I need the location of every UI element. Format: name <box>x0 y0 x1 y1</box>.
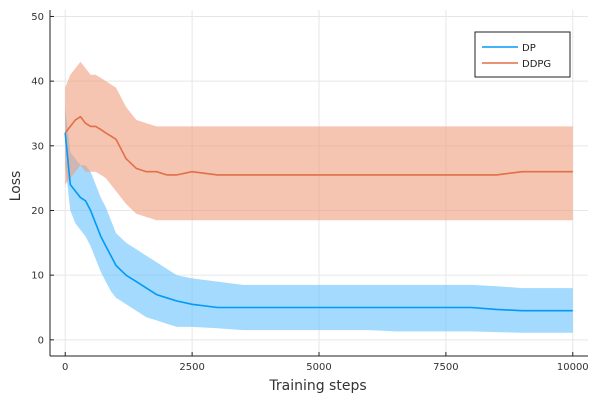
y-tick-label-3: 30 <box>31 141 44 152</box>
y-tick-label-0: 0 <box>38 335 44 346</box>
legend-label-ddpg: DDPG <box>522 59 551 70</box>
x-tick-label-0: 0 <box>62 362 68 373</box>
x-axis-title: Training steps <box>268 378 366 394</box>
x-tick-label-4: 10000 <box>557 362 589 373</box>
y-tick-label-5: 50 <box>31 12 44 23</box>
x-tick-label-3: 7500 <box>433 362 458 373</box>
legend-box <box>474 31 571 78</box>
x-tick-label-2: 5000 <box>306 362 331 373</box>
x-tick-label-1: 2500 <box>179 362 204 373</box>
y-tick-label-2: 20 <box>31 206 44 217</box>
y-tick-label-4: 40 <box>31 77 44 88</box>
axes: 0 2500 5000 7500 10000 0 10 20 30 40 50 <box>31 10 589 373</box>
line-ddpg <box>64 115 573 176</box>
legend: DP DDPG <box>474 31 571 78</box>
line-dp <box>64 132 573 312</box>
series-lines <box>64 115 573 312</box>
band-ddpg <box>65 61 573 221</box>
y-tick-label-1: 10 <box>31 271 44 282</box>
y-axis-title: Loss <box>8 171 24 202</box>
legend-label-dp: DP <box>522 43 536 54</box>
